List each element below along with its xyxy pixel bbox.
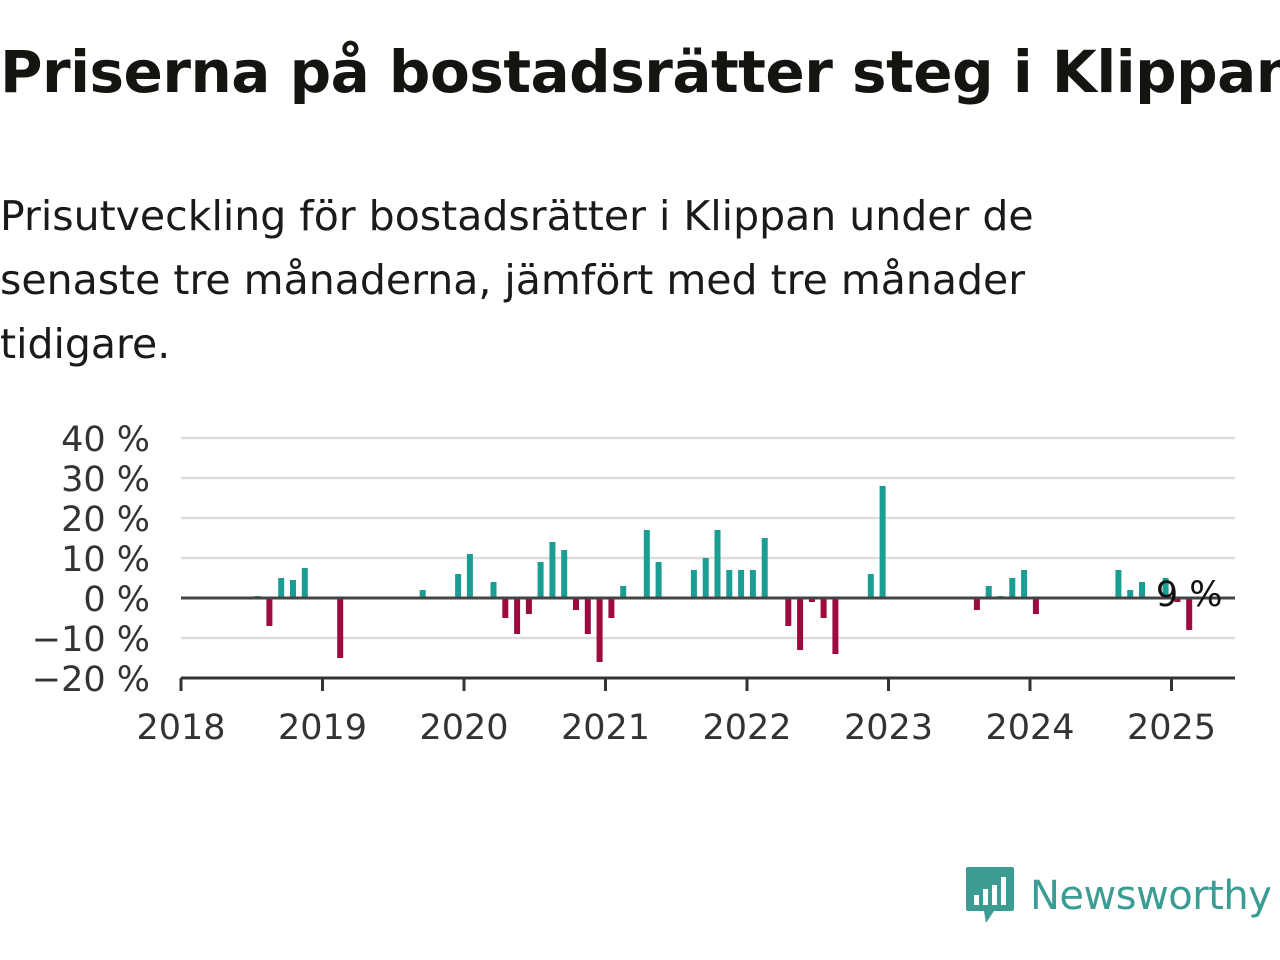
bar (584, 598, 591, 634)
bar (702, 558, 709, 598)
bar (643, 530, 650, 598)
x-tick-label: 2018 (136, 708, 225, 748)
bar (1162, 578, 1169, 598)
bar (266, 598, 273, 626)
bar (290, 580, 296, 598)
chart-title: Priserna på bostadsrätter steg i Klippan (0, 38, 1280, 106)
bar (1032, 598, 1039, 614)
bar (596, 598, 603, 662)
y-tick-label: −10 % (32, 620, 150, 660)
bar (549, 542, 556, 598)
bar (714, 530, 721, 598)
bar (761, 538, 768, 598)
bar (973, 598, 980, 610)
bar (985, 586, 992, 598)
bars (254, 486, 1193, 662)
bar (466, 554, 473, 598)
bar (749, 570, 756, 598)
bar (726, 570, 733, 598)
bar (867, 574, 874, 598)
bar (537, 562, 544, 598)
bar (655, 562, 662, 598)
bar (690, 570, 697, 598)
bar (514, 598, 521, 634)
x-axis-ticks: 2018 2019 2020 2021 2022 2023 2024 2025 (136, 678, 1216, 748)
bar (1186, 598, 1193, 630)
x-tick-label: 2025 (1127, 708, 1216, 748)
x-tick-label: 2019 (278, 708, 367, 748)
y-tick-label: −20 % (32, 660, 150, 700)
y-tick-label: 40 % (61, 420, 150, 460)
bar (820, 598, 827, 618)
bar (1115, 570, 1122, 598)
chart-subtitle: Prisutveckling för bostadsrätter i Klipp… (0, 192, 1034, 368)
y-tick-label: 20 % (61, 500, 150, 540)
y-axis-ticks: 40 %30 %20 %10 %0 %−10 %−20 % (32, 420, 150, 700)
bar (832, 598, 839, 654)
bar (1174, 598, 1181, 602)
bar (808, 598, 815, 602)
bar (573, 598, 579, 610)
bar (738, 570, 745, 598)
x-axis (181, 596, 1235, 680)
x-tick-label: 2020 (419, 708, 508, 748)
bar (1139, 582, 1145, 598)
bar (337, 598, 344, 658)
annotations: 9 % (1156, 575, 1223, 615)
bar (608, 598, 615, 618)
y-tick-label: 0 % (83, 580, 150, 620)
bar (1127, 590, 1134, 598)
y-tick-label: 30 % (61, 460, 150, 500)
bar (561, 550, 568, 598)
newsworthy-logo-icon (966, 867, 1014, 923)
bar (419, 590, 426, 598)
y-tick-label: 10 % (61, 540, 150, 580)
bar-chart: 40 %30 %20 %10 %0 %−10 %−20 % 2018 2019 20… (32, 420, 1235, 748)
bar (525, 598, 532, 614)
bar (301, 568, 308, 598)
x-tick-label: 2021 (561, 708, 650, 748)
bar (620, 586, 627, 598)
brand-name: Newsworthy (1030, 873, 1272, 919)
x-tick-label: 2024 (985, 708, 1074, 748)
bar (1009, 578, 1016, 598)
bar (1021, 570, 1028, 598)
x-tick-label: 2022 (702, 708, 791, 748)
bar (785, 598, 792, 626)
bar (455, 574, 462, 598)
bar (879, 486, 886, 598)
bar (502, 598, 509, 618)
bar (490, 582, 497, 598)
bar (797, 598, 804, 650)
x-tick-label: 2023 (844, 708, 933, 748)
newsworthy-logo: Newsworthy (964, 864, 1272, 928)
data-label: 9 % (1156, 575, 1223, 615)
bar (278, 578, 285, 598)
